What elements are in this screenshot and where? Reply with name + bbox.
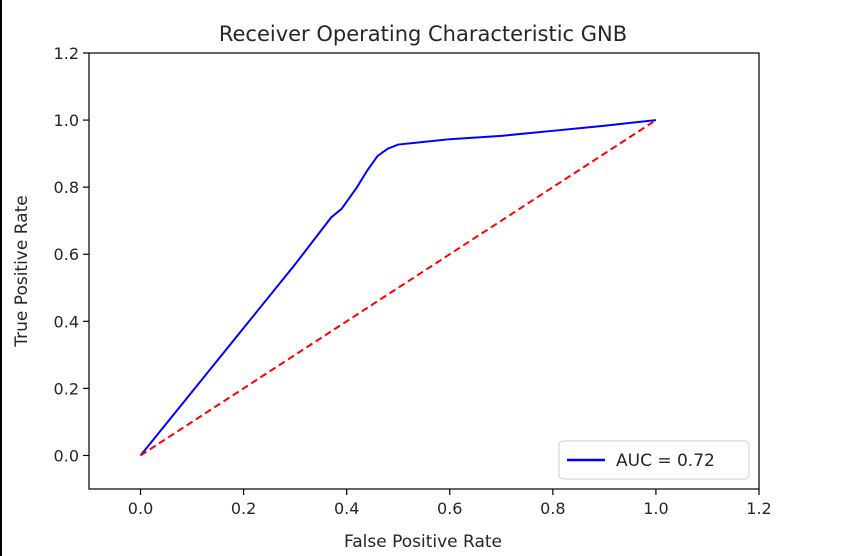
- x-tick-label: 1.0: [643, 499, 668, 518]
- roc-curve-line: [139, 119, 657, 457]
- x-tick-label: 0.6: [437, 499, 462, 518]
- y-tick-label: 0.6: [54, 245, 79, 264]
- plot-frame: [88, 52, 760, 490]
- y-tick-label: 0.0: [54, 446, 79, 465]
- x-tick-label: 0.2: [231, 499, 256, 518]
- x-tick-label: 1.2: [746, 499, 771, 518]
- chart-title: Receiver Operating Characteristic GNB: [219, 22, 627, 46]
- y-tick-label: 0.4: [54, 312, 79, 331]
- y-tick-label: 1.0: [54, 111, 79, 130]
- y-tick-label: 0.2: [54, 379, 79, 398]
- x-axis-label: False Positive Rate: [344, 532, 502, 552]
- y-tick-label: 0.8: [54, 178, 79, 197]
- legend-box: [558, 440, 750, 480]
- y-axis-label: True Positive Rate: [12, 195, 32, 347]
- chance-diagonal-line: [139, 119, 657, 457]
- x-tick-label: 0.8: [540, 499, 565, 518]
- plot-area: 0.0 0.2 0.4 0.6 0.8 1.0 1.2 0.0 0.2 0.4 0.6 0.8 1.0 1…: [54, 44, 772, 518]
- x-tick-label: 0.4: [334, 499, 359, 518]
- legend-label: AUC = 0.72: [616, 451, 715, 471]
- y-tick-label: 1.2: [54, 44, 79, 63]
- left-border: [0, 0, 2, 556]
- x-tick-label: 0.0: [128, 499, 153, 518]
